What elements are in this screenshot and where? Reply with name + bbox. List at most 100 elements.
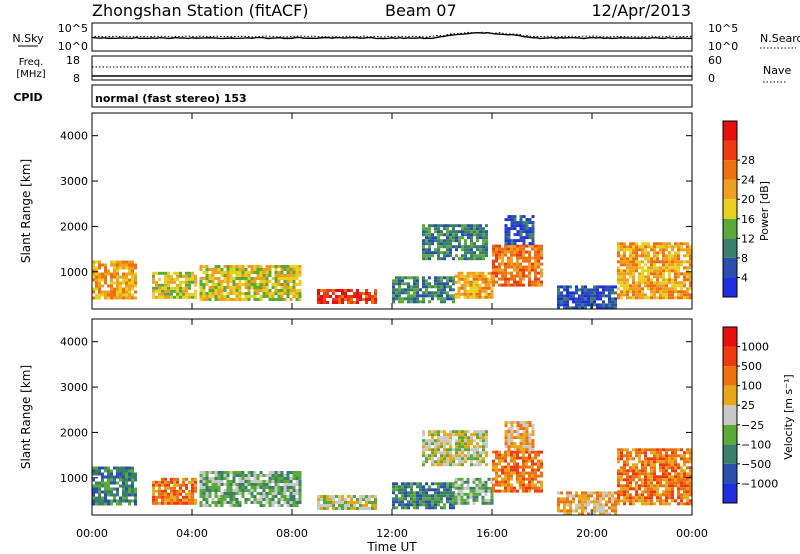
data-cell — [463, 286, 467, 290]
data-cell — [507, 436, 511, 440]
data-cell — [623, 469, 626, 473]
data-cell — [641, 260, 644, 264]
data-cell — [635, 472, 638, 476]
data-cell — [440, 491, 443, 495]
data-cell — [449, 506, 452, 510]
data-cell — [525, 218, 529, 222]
data-cell — [662, 463, 665, 467]
data-cell — [428, 239, 431, 243]
data-cell — [470, 460, 473, 464]
data-cell — [283, 283, 287, 286]
data-cell — [280, 292, 284, 295]
data-cell — [608, 288, 611, 292]
data-cell — [466, 277, 470, 281]
data-cell — [680, 296, 683, 300]
data-cell — [199, 477, 203, 480]
data-cell — [683, 490, 686, 494]
data-cell — [262, 271, 266, 274]
data-cell — [128, 272, 131, 276]
data-cell — [440, 291, 443, 295]
data-cell — [467, 445, 470, 449]
data-cell — [644, 454, 647, 458]
data-cell — [208, 495, 212, 498]
data-cell — [629, 469, 632, 473]
data-cell — [205, 295, 209, 298]
data-cell — [686, 260, 689, 264]
data-cell — [211, 274, 215, 277]
data-cell — [470, 224, 473, 228]
data-cell — [665, 487, 668, 491]
data-cell — [674, 260, 677, 264]
data-cell — [113, 293, 116, 297]
data-cell — [446, 291, 449, 295]
data-cell — [440, 463, 443, 467]
y-tick-label: 3000 — [60, 381, 88, 394]
data-cell — [422, 442, 425, 446]
data-cell — [217, 265, 221, 268]
data-cell — [413, 482, 416, 486]
data-cell — [507, 259, 510, 263]
data-cell — [602, 491, 605, 495]
data-cell — [205, 486, 209, 489]
data-cell — [472, 495, 476, 499]
data-cell — [680, 484, 683, 488]
data-cell — [481, 501, 485, 505]
data-cell — [617, 278, 620, 282]
data-cell — [525, 459, 528, 463]
data-cell — [158, 486, 161, 490]
data-cell — [686, 472, 689, 476]
data-cell — [504, 262, 507, 266]
data-cell — [501, 489, 504, 493]
data-cell — [431, 239, 434, 243]
data-cell — [107, 493, 110, 497]
data-cell — [353, 295, 356, 298]
colorbar-segment — [723, 238, 737, 258]
data-cell — [217, 495, 221, 498]
data-cell — [478, 277, 482, 281]
data-cell — [452, 294, 455, 298]
data-cell — [557, 491, 560, 495]
data-cell — [277, 295, 281, 298]
data-cell — [440, 500, 443, 504]
data-cell — [671, 484, 674, 488]
data-cell — [522, 221, 526, 225]
data-cell — [584, 285, 587, 289]
data-cell — [232, 289, 236, 292]
data-cell — [449, 245, 452, 249]
data-cell — [608, 306, 611, 310]
data-cell — [522, 436, 526, 440]
data-cell — [484, 277, 488, 281]
data-cell — [593, 285, 596, 289]
data-cell — [501, 274, 504, 278]
data-cell — [101, 478, 104, 482]
data-cell — [401, 497, 404, 501]
data-cell — [581, 491, 584, 495]
data-cell — [368, 501, 371, 504]
data-cell — [492, 265, 495, 269]
data-cell — [504, 283, 507, 287]
data-cell — [268, 268, 272, 271]
data-cell — [268, 492, 272, 495]
data-cell — [656, 460, 659, 464]
data-cell — [507, 283, 510, 287]
data-cell — [641, 275, 644, 279]
data-cell — [434, 448, 437, 452]
data-cell — [422, 245, 425, 249]
data-cell — [677, 454, 680, 458]
data-cell — [199, 265, 203, 268]
data-cell — [167, 271, 170, 275]
data-cell — [229, 280, 233, 283]
data-cell — [289, 501, 293, 504]
data-cell — [566, 494, 569, 498]
data-cell — [259, 265, 263, 268]
data-cell — [611, 300, 614, 304]
data-cell — [617, 245, 620, 249]
data-cell — [422, 454, 425, 458]
data-cell — [470, 245, 473, 249]
data-cell — [516, 474, 519, 478]
data-cell — [476, 457, 479, 461]
data-cell — [507, 277, 510, 281]
data-cell — [173, 486, 176, 490]
data-cell — [650, 269, 653, 273]
data-cell — [495, 471, 498, 475]
